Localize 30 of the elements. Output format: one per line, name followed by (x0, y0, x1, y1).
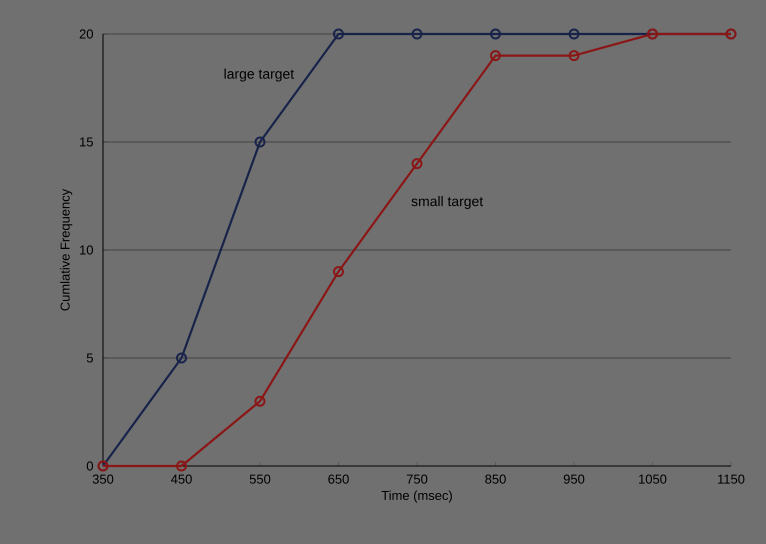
x-tick-label: 450 (170, 474, 192, 484)
x-tick-label: 950 (564, 474, 584, 484)
x-tick-label: 750 (406, 474, 428, 484)
point (333, 28, 344, 40)
series-label: small target (411, 196, 484, 209)
x-tick-label: 650 (328, 474, 349, 484)
x-tick-label: 850 (485, 474, 506, 484)
series-label: large target (224, 68, 294, 82)
y-tick-label: 15 (80, 137, 93, 147)
point (176, 460, 187, 472)
x-tick-label: 1150 (718, 474, 744, 484)
point (254, 396, 266, 407)
y-tick-label: 5 (86, 353, 93, 363)
x-tick-label: 550 (250, 474, 270, 484)
point (412, 28, 422, 40)
point (176, 352, 187, 364)
point (568, 28, 580, 40)
point (333, 266, 344, 278)
y-tick-label: 20 (80, 29, 93, 39)
x-tick-label: 350 (92, 474, 114, 484)
x-axis-title: Time (msec) (382, 490, 452, 503)
point (490, 28, 501, 40)
point (490, 50, 501, 62)
y-axis-title: Cumlative Frequency (60, 188, 72, 311)
point (568, 50, 580, 62)
y-tick-label: 0 (86, 461, 93, 471)
point (412, 158, 422, 170)
point (254, 136, 266, 148)
y-tick-label: 10 (80, 245, 93, 255)
x-tick-label: 1050 (639, 474, 666, 484)
